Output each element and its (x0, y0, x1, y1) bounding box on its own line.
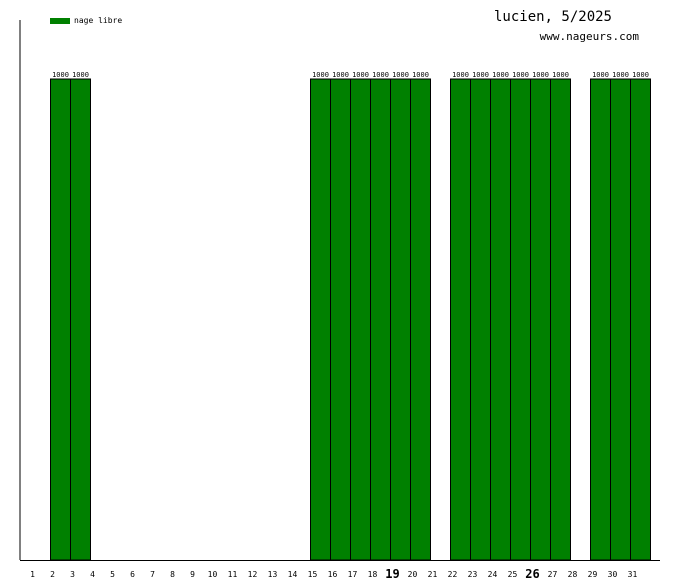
x-tick-label: 30 (608, 570, 618, 579)
x-tick-label: 16 (328, 570, 338, 579)
data-label: 1000 (372, 71, 389, 79)
data-label: 1000 (332, 71, 349, 79)
x-tick-label: 3 (70, 570, 75, 579)
data-label: 1000 (352, 71, 369, 79)
data-label: 1000 (412, 71, 429, 79)
x-tick-label: 20 (408, 570, 418, 579)
data-label: 1000 (472, 71, 489, 79)
chart-subtitle: www.nageurs.com (539, 30, 639, 43)
x-tick-label: 14 (288, 570, 298, 579)
x-tick-label: 25 (508, 570, 518, 579)
bar (50, 78, 71, 561)
x-tick-label: 31 (628, 570, 638, 579)
x-tick-label: 13 (268, 570, 278, 579)
legend-swatch (50, 17, 70, 24)
data-label: 1000 (612, 71, 629, 79)
data-label: 1000 (532, 71, 549, 79)
bar (450, 78, 471, 561)
bar (70, 78, 91, 561)
x-tick-label: 7 (150, 570, 155, 579)
data-label: 1000 (492, 71, 509, 79)
x-tick-label: 9 (190, 570, 195, 579)
x-tick-label: 1 (30, 570, 35, 579)
legend-label: nage libre (74, 16, 123, 25)
x-tick-label: 8 (170, 570, 175, 579)
x-tick-label: 2 (50, 570, 55, 579)
x-tick-label: 10 (208, 570, 218, 579)
x-tick-label: 24 (488, 570, 498, 579)
x-tick-label: 17 (348, 570, 358, 579)
chart-title: lucien, 5/2025 (493, 9, 612, 25)
data-label: 1000 (312, 71, 329, 79)
bar (610, 78, 631, 561)
x-tick-label: 15 (308, 570, 318, 579)
x-tick-label: 4 (90, 570, 95, 579)
x-tick-label: 19 (385, 567, 399, 580)
data-label: 1000 (632, 71, 649, 79)
x-tick-label: 27 (548, 570, 558, 579)
bar (310, 78, 331, 561)
bar (550, 78, 571, 561)
bar (470, 78, 491, 561)
x-tick-label: 6 (130, 570, 135, 579)
bar (350, 78, 371, 561)
bar (590, 78, 611, 561)
x-tick-label: 22 (448, 570, 458, 579)
x-tick-label: 11 (228, 570, 238, 579)
x-tick-label: 29 (588, 570, 598, 579)
bar (410, 78, 431, 561)
data-label: 1000 (592, 71, 609, 79)
data-label: 1000 (392, 71, 409, 79)
data-label: 1000 (552, 71, 569, 79)
data-label: 1000 (452, 71, 469, 79)
data-label: 1000 (512, 71, 529, 79)
x-tick-label: 28 (568, 570, 578, 579)
data-label: 1000 (72, 71, 89, 79)
bar (510, 78, 531, 561)
x-tick-label: 23 (468, 570, 478, 579)
chart-legend: nage libre (50, 16, 122, 25)
bar (330, 78, 351, 561)
bar (370, 78, 391, 561)
x-tick-label: 21 (428, 570, 438, 579)
data-label: 1000 (52, 71, 69, 79)
bar (530, 78, 551, 561)
bar (490, 78, 511, 561)
bar (390, 78, 411, 561)
x-tick-label: 5 (110, 570, 115, 579)
bar (630, 78, 651, 561)
x-tick-label: 12 (248, 570, 258, 579)
x-tick-label: 18 (368, 570, 378, 579)
x-tick-label: 26 (525, 567, 539, 580)
